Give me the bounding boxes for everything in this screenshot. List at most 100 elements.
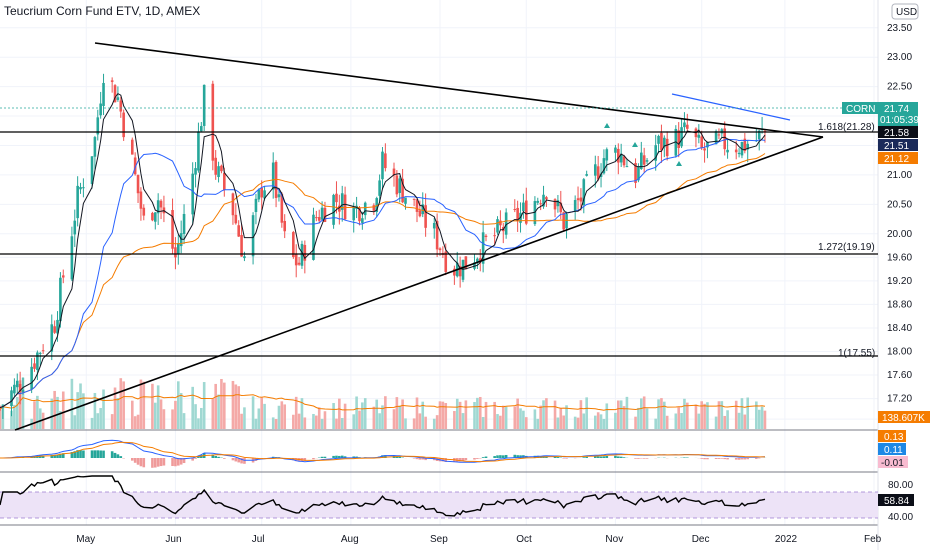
candle-body — [182, 213, 186, 234]
candle-body — [384, 153, 387, 169]
volume-bar — [82, 393, 85, 429]
volume-bar — [41, 412, 45, 429]
macd-hist-bar — [740, 458, 744, 460]
last-price-badge[interactable]: 21.74 01:05:39 — [878, 102, 919, 126]
ma-fast-line — [0, 92, 766, 409]
candle-body — [280, 193, 284, 223]
volume-bar — [257, 408, 261, 429]
volume-bar — [156, 385, 160, 429]
macd-hist-bar — [596, 456, 600, 458]
volume-bar — [73, 415, 77, 429]
volume-bar — [614, 412, 617, 429]
macd-hist-bar — [703, 458, 706, 460]
volume-bar — [119, 378, 123, 429]
macd-hist-bar — [415, 458, 419, 460]
macd-hist-bar — [234, 458, 238, 462]
rsi-badge[interactable]: 58.84 — [878, 494, 914, 507]
candle-body — [697, 134, 701, 138]
volume-bar — [38, 408, 42, 429]
candle-body — [654, 145, 657, 161]
volume-bar — [113, 387, 117, 429]
candle-body — [30, 366, 33, 390]
volume-bar — [378, 413, 381, 429]
macd-badge-1[interactable]: 0.13 — [878, 430, 906, 443]
trendline-short[interactable] — [671, 93, 791, 121]
macd-hist-bar — [499, 455, 502, 458]
volume-bar — [283, 404, 287, 429]
price-tick: 18.80 — [887, 299, 912, 310]
volume-bars — [0, 377, 767, 429]
volume-bar — [21, 377, 25, 429]
macd-hist-bar — [599, 456, 603, 458]
candle-body — [680, 127, 683, 147]
volume-bar — [593, 415, 597, 429]
level-badge-3[interactable]: 21.12 — [878, 152, 918, 165]
volume-bar — [455, 398, 459, 429]
volume-bar — [697, 413, 701, 429]
macd-hist-bar — [323, 456, 327, 458]
macd-hist-bar — [162, 458, 166, 466]
candle-body — [683, 122, 686, 128]
macd-hist-bar — [56, 454, 59, 458]
trendline-lower[interactable] — [14, 136, 824, 431]
volume-bar — [637, 407, 640, 429]
trendline-upper[interactable] — [94, 42, 824, 138]
volume-bar — [274, 418, 278, 429]
candle-body — [254, 198, 258, 212]
price-axis[interactable]: 23.5023.0022.5022.0021.5021.0020.5020.00… — [887, 23, 912, 425]
level-badge-1[interactable]: 21.58 — [878, 126, 918, 139]
symbol-badge[interactable]: CORN — [842, 102, 878, 115]
volume-bar — [723, 415, 727, 429]
candle-body — [38, 352, 42, 354]
macd-badge-3[interactable]: -0.01 — [878, 456, 908, 469]
currency-button[interactable]: USD — [891, 3, 919, 20]
volume-ma-line — [0, 394, 766, 411]
volume-badge[interactable]: 138.607K — [878, 411, 930, 424]
macd-hist-bar — [320, 456, 324, 458]
macd-hist-bar — [519, 455, 522, 458]
macd-hist-bar — [332, 455, 335, 458]
candle-body — [637, 166, 640, 181]
volume-bar — [254, 418, 258, 429]
candle-body — [381, 151, 384, 180]
marker-triangle — [676, 161, 682, 166]
candle-body — [156, 200, 160, 214]
volume-bar — [501, 405, 505, 429]
macd-hist-bar — [136, 458, 140, 465]
candle-body — [292, 232, 295, 258]
time-label: Oct — [516, 534, 532, 545]
volume-bar — [320, 418, 324, 429]
candle-body — [231, 193, 235, 216]
macd-hist-bar — [79, 449, 82, 458]
volume-bar — [139, 379, 143, 429]
volume-bar — [763, 410, 767, 429]
macd-hist-bar — [582, 457, 586, 458]
macd-badge-2[interactable]: 0.11 — [878, 443, 906, 456]
volume-bar — [536, 418, 540, 429]
candle-body — [585, 174, 588, 176]
volume-bar — [231, 380, 235, 429]
volume-bar — [401, 399, 404, 429]
volume-bar — [726, 410, 729, 429]
volume-bar — [13, 404, 16, 429]
chart-title[interactable]: Teucrium Corn Fund ETV, 1D, AMEX — [4, 4, 200, 18]
rsi-axis: 80.00 40.00 — [888, 480, 913, 523]
level-badge-2[interactable]: 21.51 — [878, 139, 918, 152]
candle-body — [200, 126, 203, 132]
candle-body — [82, 187, 85, 189]
time-axis[interactable]: May Jun Jul Aug Sep Oct Nov Dec 2022 Feb — [76, 534, 881, 545]
volume-bar — [263, 403, 266, 429]
volume-bar — [56, 396, 59, 429]
macd-hist-bar — [335, 455, 338, 458]
volume-bar — [159, 399, 163, 429]
rsi-badge-value: 58.84 — [884, 496, 909, 507]
candle-body — [21, 389, 25, 393]
volume-bar — [524, 417, 528, 429]
marker-triangle — [632, 142, 638, 147]
candle-body — [136, 174, 140, 194]
macd-hist-bar — [473, 458, 476, 460]
macd-hist-bar — [755, 458, 758, 459]
candle-body — [214, 157, 217, 175]
candle-body — [61, 275, 65, 278]
